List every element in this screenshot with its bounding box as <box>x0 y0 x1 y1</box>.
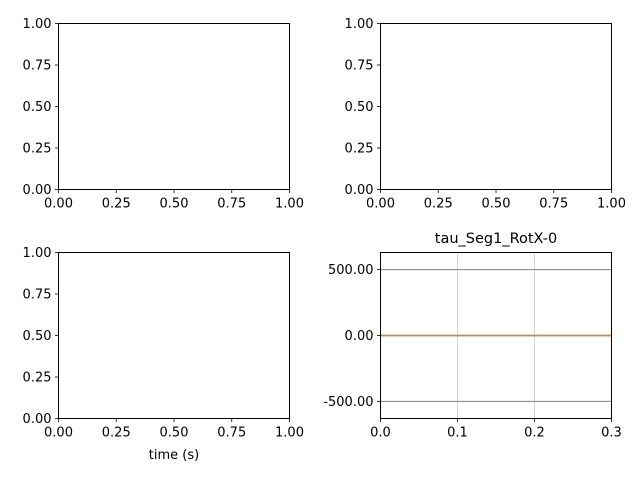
y-tick-label: 1.00 <box>23 17 52 32</box>
y-axis-ticks: -500.00 0.00 500.00 <box>323 263 381 410</box>
x-tick-label: 0.1 <box>447 426 468 441</box>
x-tick-label: 0.75 <box>217 426 246 441</box>
x-tick-label: 0.75 <box>217 197 246 212</box>
y-axis-ticks: 0.00 0.25 0.50 0.75 1.00 <box>23 246 59 427</box>
x-tick-label: 0.75 <box>539 197 568 212</box>
x-tick-label: 0.50 <box>482 197 511 212</box>
y-axis-ticks: 0.00 0.25 0.50 0.75 1.00 <box>23 17 59 198</box>
y-tick-label: 0.25 <box>345 142 374 157</box>
x-tick-label: 0.50 <box>160 426 189 441</box>
y-axis-ticks: 0.00 0.25 0.50 0.75 1.00 <box>345 17 381 198</box>
x-tick-label: 1.00 <box>275 197 304 212</box>
reference-lines <box>380 269 612 402</box>
y-tick-label: 0.50 <box>23 329 52 344</box>
y-tick-label: 0.50 <box>23 100 52 115</box>
y-tick-label: 0.25 <box>23 371 52 386</box>
y-tick-label: 0.75 <box>345 59 374 74</box>
y-tick-label: 1.00 <box>23 246 52 261</box>
y-tick-label: 0.75 <box>23 288 52 303</box>
x-axis-ticks: 0.0 0.1 0.2 0.3 <box>370 418 622 441</box>
y-tick-label: 0.00 <box>23 183 52 198</box>
axes-frame <box>58 252 290 419</box>
x-tick-label: 0.25 <box>102 426 131 441</box>
subplot-bottom-right: tau_Seg1_RotX-0 0.0 0.1 0.2 0.3 -500.00 0.00… <box>323 231 622 441</box>
y-tick-label: 500.00 <box>328 263 374 278</box>
y-tick-label: 1.00 <box>345 17 374 32</box>
y-tick-label: 0.00 <box>345 329 374 344</box>
x-tick-label: 0.00 <box>366 197 395 212</box>
chart-title: tau_Seg1_RotX-0 <box>435 231 557 247</box>
y-tick-label: 0.50 <box>345 100 374 115</box>
x-axis-label: time (s) <box>149 448 199 463</box>
y-tick-label: 0.00 <box>345 183 374 198</box>
x-axis-ticks: 0.00 0.25 0.50 0.75 1.00 <box>366 189 626 212</box>
x-tick-label: 1.00 <box>275 426 304 441</box>
subplot-top-right: 0.00 0.25 0.50 0.75 1.00 0.00 0.25 0.50 0.75 1.0… <box>345 17 626 212</box>
x-tick-label: 1.00 <box>597 197 626 212</box>
subplot-top-left: 0.00 0.25 0.50 0.75 1.00 0.00 0.25 0.50 0.75 1.0… <box>23 17 304 212</box>
y-tick-label: 0.25 <box>23 142 52 157</box>
subplot-bottom-left: 0.00 0.25 0.50 0.75 1.00 0.00 0.25 0.50 0.75 1.0… <box>23 246 304 463</box>
x-tick-label: 0.25 <box>102 197 131 212</box>
x-axis-ticks: 0.00 0.25 0.50 0.75 1.00 <box>44 418 304 441</box>
x-tick-label: 0.25 <box>424 197 453 212</box>
axes-frame <box>58 23 290 190</box>
y-tick-label: -500.00 <box>323 395 373 410</box>
x-tick-label: 0.00 <box>44 197 73 212</box>
y-tick-label: 0.75 <box>23 59 52 74</box>
x-axis-ticks: 0.00 0.25 0.50 0.75 1.00 <box>44 189 304 212</box>
x-tick-label: 0.00 <box>44 426 73 441</box>
x-tick-label: 0.3 <box>601 426 622 441</box>
x-tick-label: 0.2 <box>524 426 545 441</box>
x-tick-label: 0.50 <box>160 197 189 212</box>
axes-frame <box>380 23 612 190</box>
y-tick-label: 0.00 <box>23 412 52 427</box>
x-tick-label: 0.0 <box>370 426 391 441</box>
